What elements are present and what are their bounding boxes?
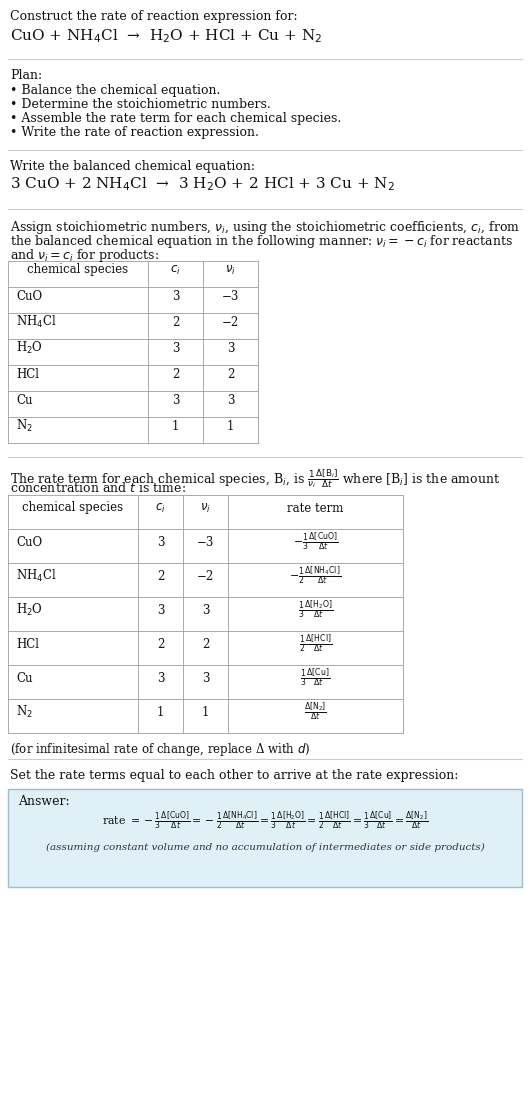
Text: 3: 3 bbox=[172, 289, 179, 302]
Text: 2: 2 bbox=[202, 637, 209, 650]
Text: 2: 2 bbox=[172, 368, 179, 380]
Text: Cu: Cu bbox=[16, 393, 32, 407]
Text: HCl: HCl bbox=[16, 637, 39, 650]
Text: (assuming constant volume and no accumulation of intermediates or side products): (assuming constant volume and no accumul… bbox=[46, 843, 484, 852]
Text: • Determine the stoichiometric numbers.: • Determine the stoichiometric numbers. bbox=[10, 98, 271, 111]
Text: and $\nu_i = c_i$ for products:: and $\nu_i = c_i$ for products: bbox=[10, 247, 159, 264]
Text: Set the rate terms equal to each other to arrive at the rate expression:: Set the rate terms equal to each other t… bbox=[10, 769, 458, 782]
Text: NH$_4$Cl: NH$_4$Cl bbox=[16, 314, 57, 330]
Text: Plan:: Plan: bbox=[10, 69, 42, 82]
Text: 2: 2 bbox=[172, 316, 179, 328]
FancyBboxPatch shape bbox=[8, 789, 522, 888]
Text: • Write the rate of reaction expression.: • Write the rate of reaction expression. bbox=[10, 126, 259, 138]
Text: The rate term for each chemical species, B$_i$, is $\frac{1}{\nu_i}\frac{\Delta[: The rate term for each chemical species,… bbox=[10, 466, 500, 490]
Text: $c_i$: $c_i$ bbox=[170, 264, 181, 277]
Text: CuO: CuO bbox=[16, 289, 42, 302]
Text: HCl: HCl bbox=[16, 368, 39, 380]
Text: 2: 2 bbox=[227, 368, 234, 380]
Text: $c_i$: $c_i$ bbox=[155, 502, 166, 514]
Text: $\frac{1}{2}\frac{\Delta[\mathrm{HCl}]}{\Delta t}$: $\frac{1}{2}\frac{\Delta[\mathrm{HCl}]}{… bbox=[299, 633, 332, 656]
Text: CuO: CuO bbox=[16, 535, 42, 548]
Text: Write the balanced chemical equation:: Write the balanced chemical equation: bbox=[10, 160, 255, 173]
Text: 1: 1 bbox=[202, 706, 209, 718]
Text: $\nu_i$: $\nu_i$ bbox=[200, 502, 211, 514]
Text: 3: 3 bbox=[172, 393, 179, 407]
Text: $\frac{1}{3}\frac{\Delta[\mathrm{Cu}]}{\Delta t}$: $\frac{1}{3}\frac{\Delta[\mathrm{Cu}]}{\… bbox=[301, 667, 331, 689]
Text: • Balance the chemical equation.: • Balance the chemical equation. bbox=[10, 84, 220, 98]
Text: 3: 3 bbox=[202, 671, 209, 685]
Text: H$_2$O: H$_2$O bbox=[16, 340, 43, 356]
Text: 3: 3 bbox=[172, 341, 179, 355]
Text: 3: 3 bbox=[227, 393, 234, 407]
Text: N$_2$: N$_2$ bbox=[16, 418, 33, 434]
Text: rate term: rate term bbox=[287, 502, 343, 514]
Text: (for infinitesimal rate of change, replace Δ with $d$): (for infinitesimal rate of change, repla… bbox=[10, 741, 311, 758]
Text: CuO + NH$_4$Cl  →  H$_2$O + HCl + Cu + N$_2$: CuO + NH$_4$Cl → H$_2$O + HCl + Cu + N$_… bbox=[10, 27, 322, 44]
Text: −3: −3 bbox=[197, 535, 214, 548]
Text: the balanced chemical equation in the following manner: $\nu_i = -c_i$ for react: the balanced chemical equation in the fo… bbox=[10, 233, 513, 250]
Text: chemical species: chemical species bbox=[28, 264, 129, 277]
Text: NH$_4$Cl: NH$_4$Cl bbox=[16, 568, 57, 584]
Text: $-\frac{1}{2}\frac{\Delta[\mathrm{NH_4Cl}]}{\Delta t}$: $-\frac{1}{2}\frac{\Delta[\mathrm{NH_4Cl… bbox=[289, 565, 341, 587]
Text: • Assemble the rate term for each chemical species.: • Assemble the rate term for each chemic… bbox=[10, 112, 341, 125]
Text: Cu: Cu bbox=[16, 671, 32, 685]
Text: Answer:: Answer: bbox=[18, 796, 69, 808]
Text: $-\frac{1}{3}\frac{\Delta[\mathrm{CuO}]}{\Delta t}$: $-\frac{1}{3}\frac{\Delta[\mathrm{CuO}]}… bbox=[293, 531, 338, 553]
Text: −2: −2 bbox=[197, 570, 214, 583]
Text: rate $= -\frac{1}{3}\frac{\Delta[\mathrm{CuO}]}{\Delta t} = -\frac{1}{2}\frac{\D: rate $= -\frac{1}{3}\frac{\Delta[\mathrm… bbox=[102, 810, 428, 832]
Text: 3: 3 bbox=[202, 604, 209, 616]
Text: −3: −3 bbox=[222, 289, 239, 302]
Text: $\frac{1}{3}\frac{\Delta[\mathrm{H_2O}]}{\Delta t}$: $\frac{1}{3}\frac{\Delta[\mathrm{H_2O}]}… bbox=[298, 598, 333, 622]
Text: N$_2$: N$_2$ bbox=[16, 704, 33, 720]
Text: 3: 3 bbox=[157, 604, 164, 616]
Text: 3 CuO + 2 NH$_4$Cl  →  3 H$_2$O + 2 HCl + 3 Cu + N$_2$: 3 CuO + 2 NH$_4$Cl → 3 H$_2$O + 2 HCl + … bbox=[10, 175, 395, 193]
Text: 1: 1 bbox=[172, 420, 179, 432]
Text: $\nu_i$: $\nu_i$ bbox=[225, 264, 236, 277]
Text: Construct the rate of reaction expression for:: Construct the rate of reaction expressio… bbox=[10, 10, 298, 23]
Text: concentration and $t$ is time:: concentration and $t$ is time: bbox=[10, 481, 186, 495]
Text: H$_2$O: H$_2$O bbox=[16, 602, 43, 618]
Text: Assign stoichiometric numbers, $\nu_i$, using the stoichiometric coefficients, $: Assign stoichiometric numbers, $\nu_i$, … bbox=[10, 219, 520, 236]
Text: chemical species: chemical species bbox=[22, 502, 123, 514]
Text: 2: 2 bbox=[157, 637, 164, 650]
Text: 2: 2 bbox=[157, 570, 164, 583]
Text: 1: 1 bbox=[157, 706, 164, 718]
Text: −2: −2 bbox=[222, 316, 239, 328]
Text: 3: 3 bbox=[157, 671, 164, 685]
Text: $\frac{\Delta[\mathrm{N_2}]}{\Delta t}$: $\frac{\Delta[\mathrm{N_2}]}{\Delta t}$ bbox=[304, 700, 327, 724]
Text: 3: 3 bbox=[157, 535, 164, 548]
Text: 3: 3 bbox=[227, 341, 234, 355]
Text: 1: 1 bbox=[227, 420, 234, 432]
